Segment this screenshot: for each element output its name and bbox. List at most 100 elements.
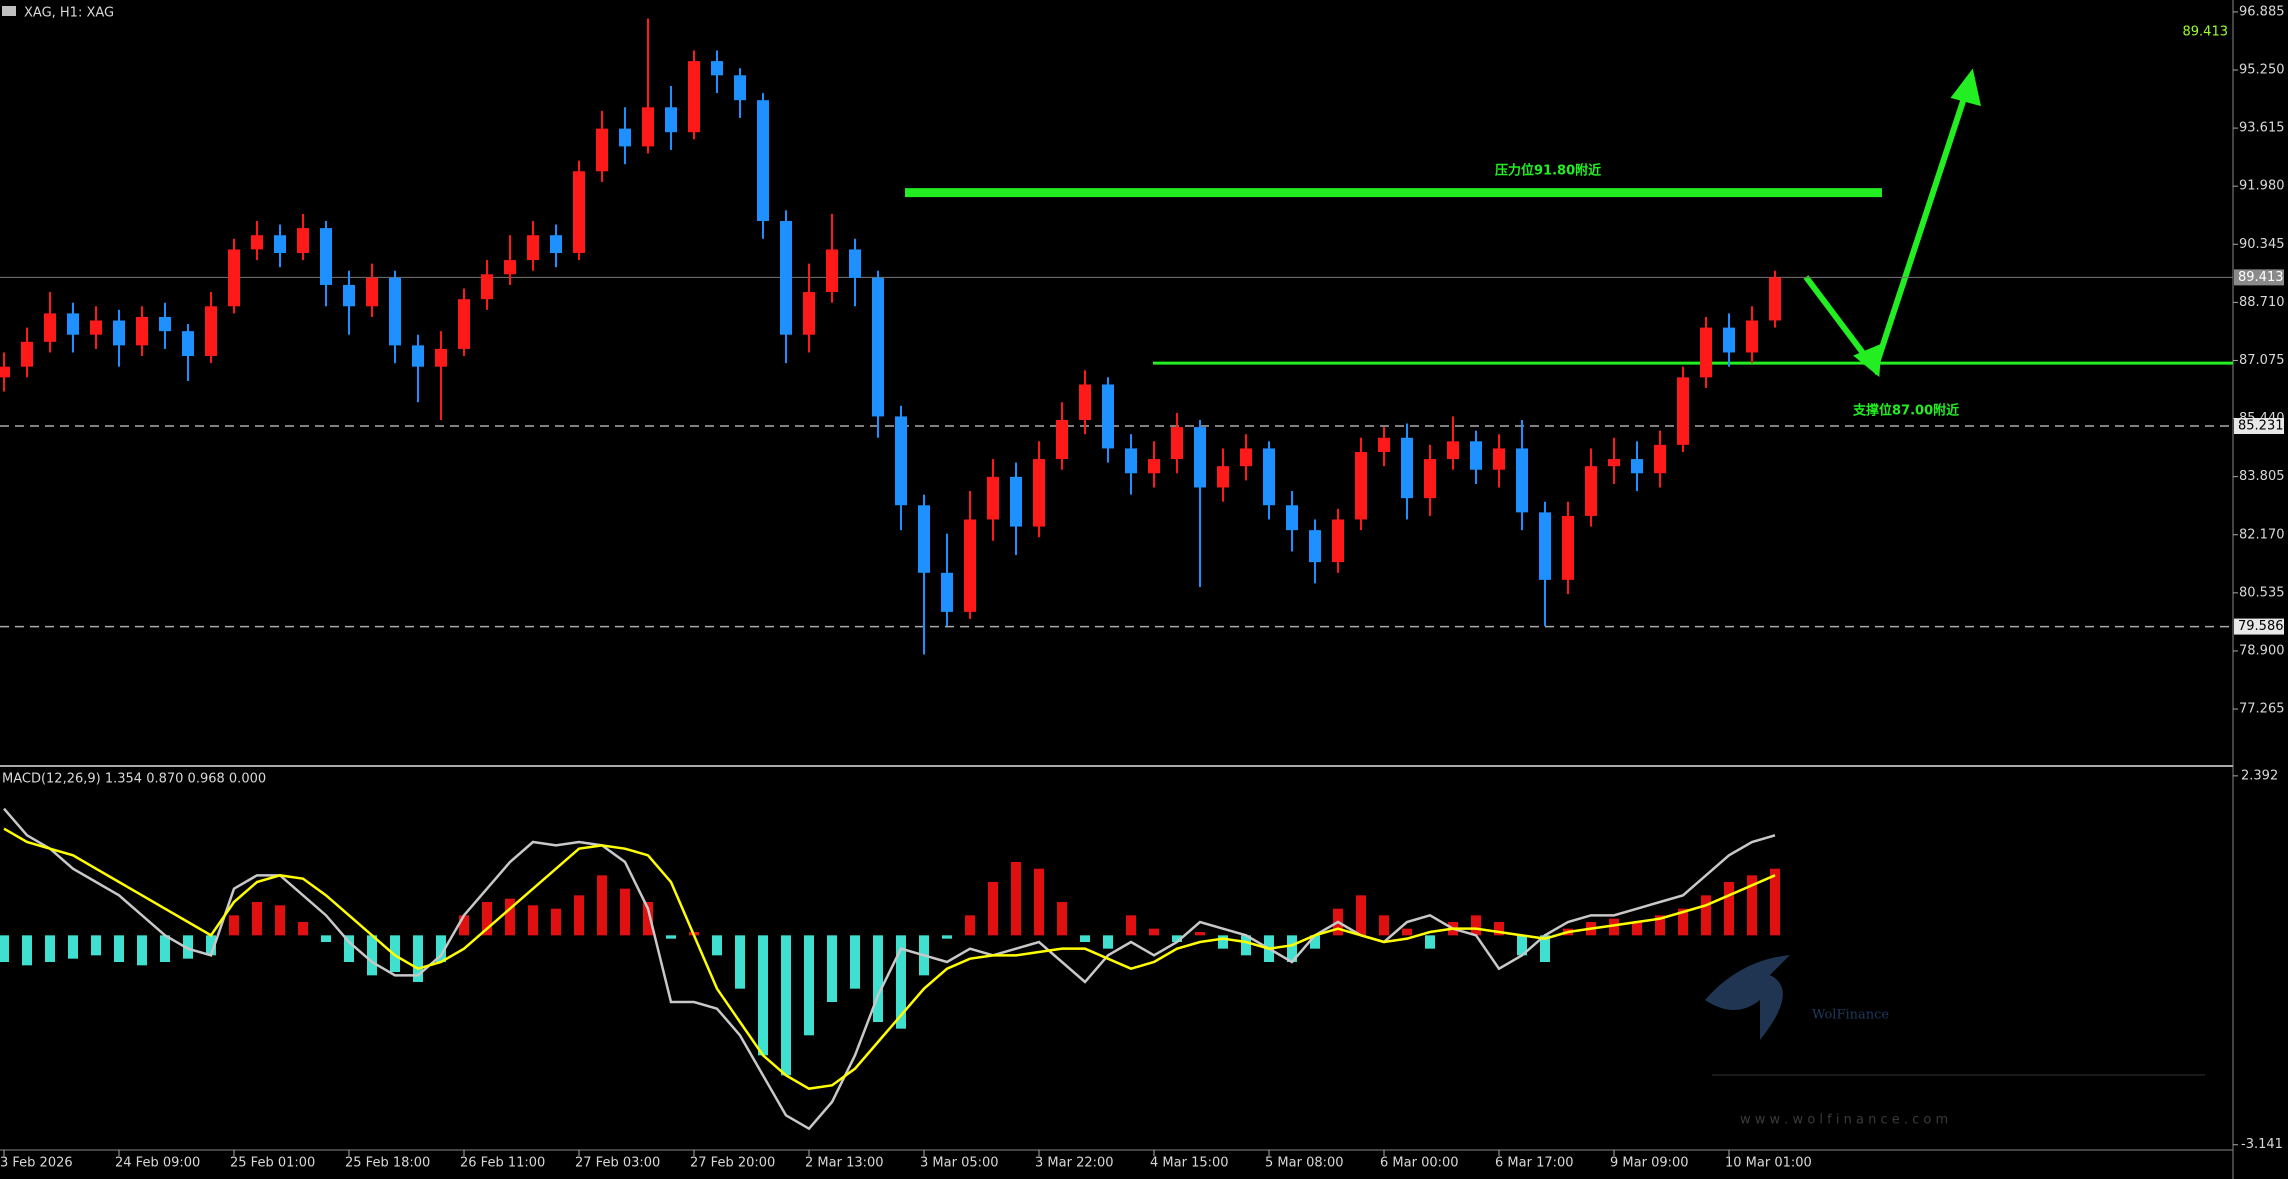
candle-body: [1355, 451, 1367, 520]
macd-bar: [436, 935, 446, 962]
x-tick-label: 10 Mar 01:00: [1725, 1156, 1812, 1171]
candle-body: [1332, 519, 1344, 563]
y-tick-label: 78.900: [2239, 643, 2285, 658]
candle-body: [1493, 448, 1505, 470]
macd-bar: [321, 935, 331, 942]
candle-body: [297, 228, 309, 253]
macd-bar: [1402, 928, 1412, 936]
candle-body: [1263, 448, 1275, 506]
y-tick-label: 96.885: [2239, 4, 2285, 19]
candle-body: [849, 249, 861, 278]
watermark: WolFinance w w w . w o l f i n a n c e .…: [1705, 955, 2205, 1128]
candle-body: [665, 107, 677, 133]
y-tick-label: 90.345: [2239, 237, 2285, 252]
macd-bar: [1195, 932, 1205, 936]
x-tick-label: 25 Feb 01:00: [230, 1156, 315, 1171]
candle-body: [1654, 444, 1666, 474]
candle-body: [918, 505, 930, 573]
candle-body: [803, 292, 815, 335]
candle-body: [251, 235, 263, 250]
macd-bar: [1701, 895, 1711, 936]
candle-body: [711, 61, 723, 76]
candle-body: [1148, 459, 1160, 474]
macd-bar: [804, 935, 814, 1036]
macd-bar: [574, 895, 584, 936]
x-tick-label: 27 Feb 20:00: [690, 1156, 775, 1171]
header: XAG, H1: XAG: [24, 6, 114, 21]
candle-body: [343, 284, 355, 307]
macd-bar: [942, 935, 952, 939]
candle-body: [1401, 437, 1413, 499]
macd-bar: [183, 935, 193, 959]
candle-body: [458, 299, 470, 349]
macd-bar: [137, 935, 147, 966]
candle-body: [1079, 384, 1091, 420]
candle-body: [1286, 505, 1298, 531]
macd-bar: [1609, 918, 1619, 936]
candle-body: [550, 235, 562, 253]
x-tick-label: 24 Feb 09:00: [115, 1156, 200, 1171]
macd-bar: [68, 935, 78, 959]
macd-bar: [1287, 935, 1297, 962]
macd-bar: [735, 935, 745, 989]
macd-bar: [1149, 928, 1159, 936]
candle-body: [1033, 459, 1045, 527]
candle-body: [67, 313, 79, 335]
candle-body: [366, 277, 378, 307]
price-box: [2234, 417, 2284, 434]
candle-body: [642, 107, 654, 147]
arrow-head: [1853, 343, 1882, 377]
macd-bar: [1724, 882, 1734, 936]
macd-bar: [505, 898, 515, 936]
y-tick-label: 91.980: [2239, 179, 2285, 194]
candle-body: [527, 235, 539, 261]
candle-body: [412, 345, 424, 367]
macd-bar: [229, 915, 239, 936]
macd-bar: [1356, 895, 1366, 936]
macd-bar: [1172, 935, 1182, 942]
candle-body: [320, 228, 332, 285]
macd-bar: [850, 935, 860, 989]
candle-body: [1171, 427, 1183, 460]
macd-bar: [1103, 935, 1113, 949]
candle-body: [481, 274, 493, 300]
macd-bar: [114, 935, 124, 962]
macd-bar: [1632, 922, 1642, 936]
macd-bar: [1655, 915, 1665, 936]
macd-bar: [896, 935, 906, 1029]
x-tick-label: 5 Mar 08:00: [1265, 1156, 1344, 1171]
x-tick-label: 3 Mar 05:00: [920, 1156, 999, 1171]
macd-bar: [1379, 915, 1389, 936]
candle-body: [941, 572, 953, 612]
candle-body: [21, 341, 33, 367]
candle-body: [205, 306, 217, 357]
macd-y-tick-label: -3.141: [2241, 1137, 2283, 1152]
candle-body: [274, 235, 286, 253]
candle-body: [688, 61, 700, 133]
candle-body: [1240, 448, 1252, 467]
macd-bar: [1057, 902, 1067, 936]
candle-body: [757, 100, 769, 222]
macd-bar: [1310, 935, 1320, 949]
macd-bar: [1540, 935, 1550, 962]
macd-signal-line: [3, 827, 1776, 1090]
candle-body: [159, 316, 171, 332]
macd-bar: [252, 902, 262, 936]
candle-body: [1562, 515, 1574, 580]
x-tick-label: 6 Mar 17:00: [1495, 1156, 1574, 1171]
candle-body: [0, 366, 10, 378]
candle-body: [1677, 377, 1689, 445]
y-tick-label: 83.805: [2239, 469, 2285, 484]
macd-bar: [91, 935, 101, 956]
macd-bar: [666, 935, 676, 939]
macd-y-tick-label: 2.392: [2241, 768, 2278, 783]
macd-bar: [390, 935, 400, 972]
candle-body: [136, 316, 148, 346]
candle-body: [1010, 476, 1022, 527]
macd-bar: [827, 935, 837, 1002]
macd-bar: [528, 905, 538, 936]
candle-body: [1309, 530, 1321, 563]
x-tick-label: 6 Mar 00:00: [1380, 1156, 1459, 1171]
candle-body: [1516, 448, 1528, 513]
